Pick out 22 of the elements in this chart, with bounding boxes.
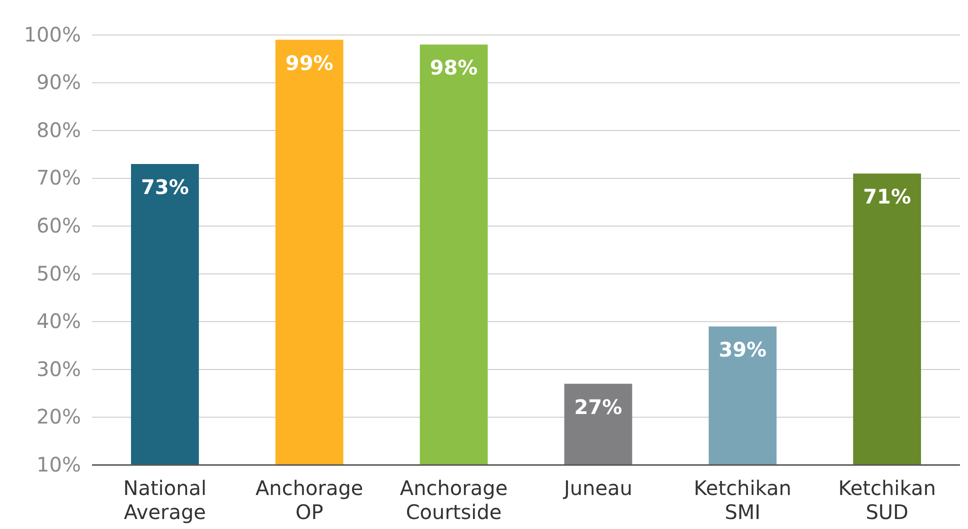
y-tick-label: 20% [36,404,81,429]
data-label: 99% [285,50,334,75]
y-tick-label: 70% [36,166,81,190]
y-tick-label: 30% [36,356,81,381]
y-tick-label: 100% [24,22,81,46]
data-label: 39% [718,337,767,362]
y-tick-label: 10% [36,452,81,476]
x-tick-label: Ketchikan SMI [694,476,792,524]
data-label: 71% [863,184,911,209]
data-label: 27% [574,394,622,419]
x-tick-label: Juneau [562,476,632,500]
data-label: 98% [430,56,478,80]
x-tick-label: Anchorage Courtside [400,476,508,524]
x-tick-label: National Average [123,476,207,524]
y-tick-label: 80% [36,118,81,142]
y-tick-label: 60% [36,214,81,238]
y-tick-label: 50% [36,261,81,286]
x-tick-label: Anchorage OP [255,476,364,524]
y-tick-label: 40% [36,309,81,334]
data-label: 73% [141,175,189,199]
x-tick-label: Ketchikan SUD [838,476,936,524]
y-tick-label: 90% [36,70,81,94]
